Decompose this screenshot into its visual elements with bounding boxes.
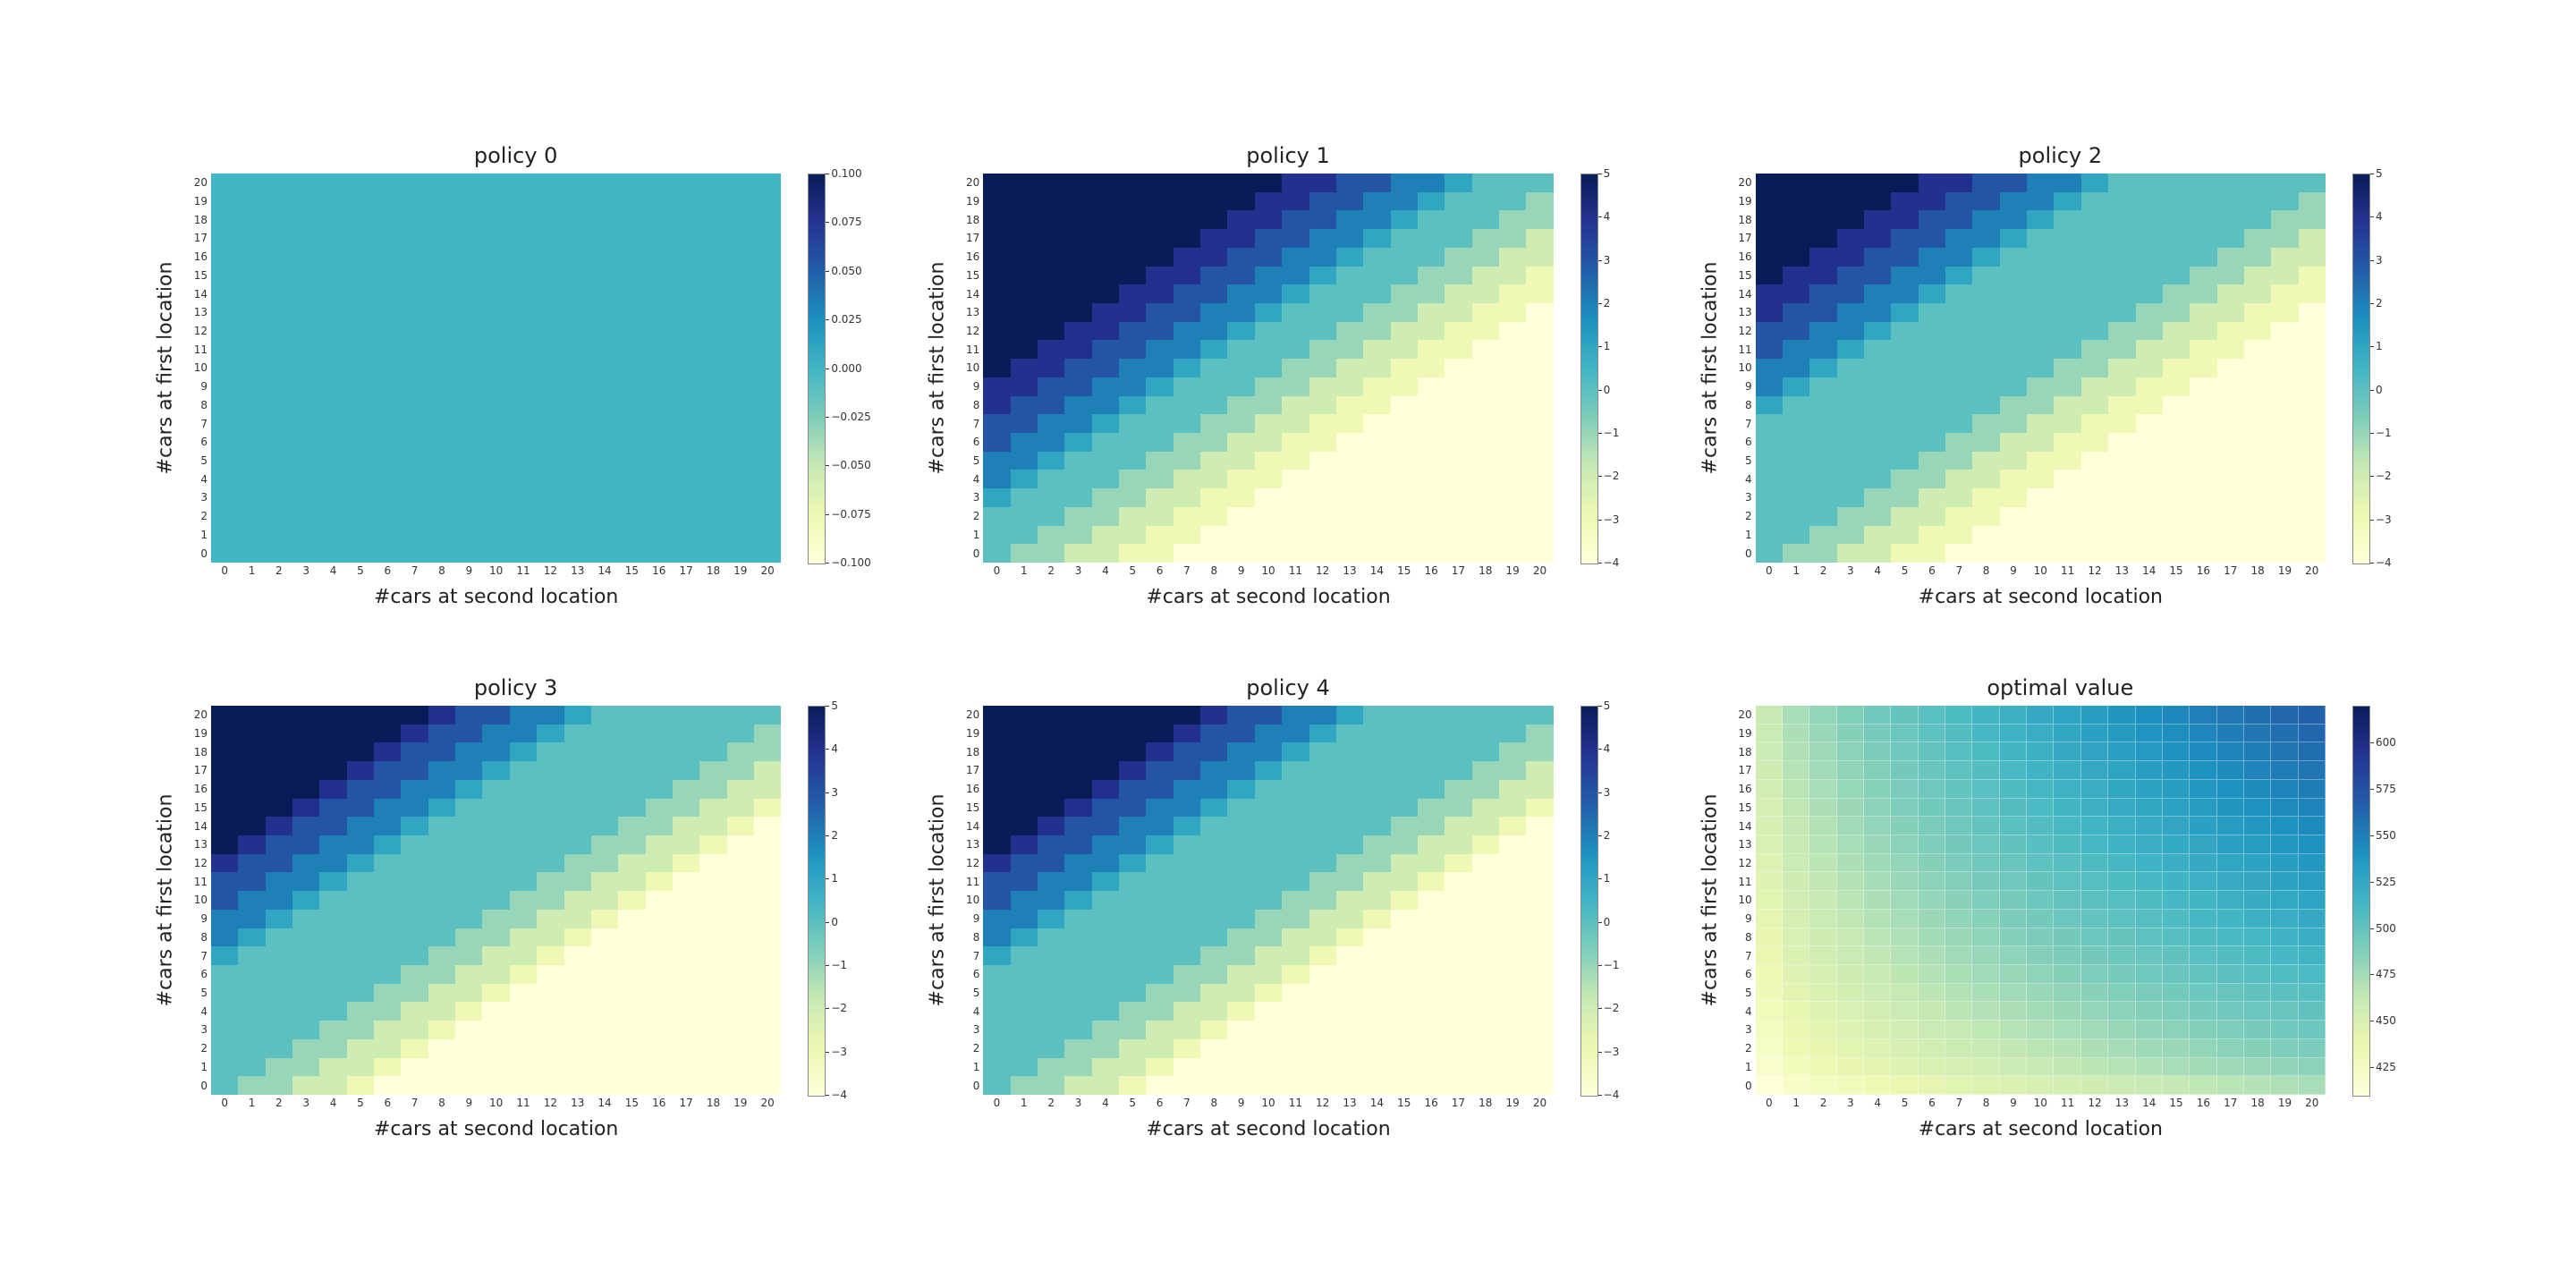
panel-title: optimal value [1706, 675, 2415, 700]
panel-p0: policy 0 20191817161514131211109876543210… [161, 143, 870, 613]
colorbar-strip [808, 174, 826, 564]
panel-title: policy 4 [933, 675, 1642, 700]
colorbar-ticks: 543210−1−2−3−4 [826, 706, 870, 1095]
chart-row: 2019181716151413121110987654321001234567… [161, 174, 870, 613]
colorbar-ticks: 600575550525500475450425 [2370, 706, 2415, 1095]
y-ticks: 20191817161514131211109876543210 [1731, 706, 1752, 1095]
panel-p3: policy 3 20191817161514131211109876543210… [161, 675, 870, 1145]
x-ticks: 01234567891011121314151617181920 [211, 564, 781, 579]
panel-p5: optimal value 201918171615141312111098765… [1706, 675, 2415, 1145]
colorbar: 543210−1−2−3−4 [2352, 174, 2415, 613]
colorbar: 543210−1−2−3−4 [808, 706, 870, 1145]
chart-row: 20191817161514131211109876543210 01234567… [933, 174, 1642, 613]
x-axis-label: #cars at second location [1756, 1118, 2326, 1145]
y-ticks: 20191817161514131211109876543210 [186, 706, 208, 1095]
y-ticks: 20191817161514131211109876543210 [958, 706, 979, 1095]
subplot-grid: policy 0 20191817161514131211109876543210… [161, 143, 2415, 1145]
colorbar-ticks: 543210−1−2−3−4 [2370, 174, 2415, 563]
colorbar-ticks: 0.1000.0750.0500.0250.000−0.025−0.050−0.… [826, 174, 870, 563]
panel-p1: policy 1 20191817161514131211109876543210… [933, 143, 1642, 613]
colorbar-strip [1580, 706, 1598, 1097]
plot-area: 20191817161514131211109876543210 01234567… [933, 706, 1580, 1145]
chart-row: 20191817161514131211109876543210 01234567… [1706, 174, 2415, 613]
x-axis-label: #cars at second location [1756, 586, 2326, 613]
colorbar: 600575550525500475450425 [2352, 706, 2415, 1145]
x-ticks: 01234567891011121314151617181920 [1756, 564, 2326, 579]
colorbar: 0.1000.0750.0500.0250.000−0.025−0.050−0.… [808, 174, 870, 613]
chart-row: 20191817161514131211109876543210 01234567… [1706, 706, 2415, 1145]
chart-row: 20191817161514131211109876543210 01234567… [933, 706, 1642, 1145]
x-axis-label: #cars at second location [211, 1118, 781, 1145]
y-ticks: 20191817161514131211109876543210 [1731, 174, 1752, 563]
chart-row: 2019181716151413121110987654321001234567… [161, 706, 870, 1145]
heatmap [1756, 174, 2326, 563]
colorbar-strip [2352, 706, 2370, 1097]
colorbar-strip [2352, 174, 2370, 564]
heatmap [983, 174, 1553, 563]
panel-title: policy 2 [1706, 143, 2415, 168]
colorbar-strip [1580, 174, 1598, 564]
colorbar: 543210−1−2−3−4 [1580, 706, 1643, 1145]
plot-area: 20191817161514131211109876543210 01234567… [1706, 706, 2352, 1145]
colorbar-ticks: 543210−1−2−3−4 [1598, 174, 1643, 563]
heatmap [211, 706, 781, 1095]
plot-area: 2019181716151413121110987654321001234567… [161, 174, 808, 613]
panel-title: policy 3 [161, 675, 870, 700]
x-ticks: 01234567891011121314151617181920 [1756, 1097, 2326, 1111]
colorbar-strip [808, 706, 826, 1097]
panel-p2: policy 2 20191817161514131211109876543210… [1706, 143, 2415, 613]
x-axis-label: #cars at second location [983, 586, 1553, 613]
y-ticks: 20191817161514131211109876543210 [186, 174, 208, 563]
y-axis-label: #cars at first location [1697, 174, 1724, 563]
y-axis-label: #cars at first location [924, 706, 951, 1095]
y-ticks: 20191817161514131211109876543210 [958, 174, 979, 563]
panel-title: policy 1 [933, 143, 1642, 168]
heatmap [211, 174, 781, 563]
plot-area: 2019181716151413121110987654321001234567… [161, 706, 808, 1145]
x-ticks: 01234567891011121314151617181920 [983, 564, 1553, 579]
y-axis-label: #cars at first location [924, 174, 951, 563]
heatmap [1756, 706, 2326, 1095]
y-axis-label: #cars at first location [152, 706, 179, 1095]
heatmap [983, 706, 1553, 1095]
plot-area: 20191817161514131211109876543210 01234567… [933, 174, 1580, 613]
x-axis-label: #cars at second location [211, 586, 781, 613]
panel-title: policy 0 [161, 143, 870, 168]
y-axis-label: #cars at first location [1697, 706, 1724, 1095]
y-axis-label: #cars at first location [152, 174, 179, 563]
x-axis-label: #cars at second location [983, 1118, 1553, 1145]
colorbar: 543210−1−2−3−4 [1580, 174, 1643, 613]
colorbar-ticks: 543210−1−2−3−4 [1598, 706, 1643, 1095]
x-ticks: 01234567891011121314151617181920 [211, 1097, 781, 1111]
plot-area: 20191817161514131211109876543210 01234567… [1706, 174, 2352, 613]
x-ticks: 01234567891011121314151617181920 [983, 1097, 1553, 1111]
panel-p4: policy 4 20191817161514131211109876543210… [933, 675, 1642, 1145]
